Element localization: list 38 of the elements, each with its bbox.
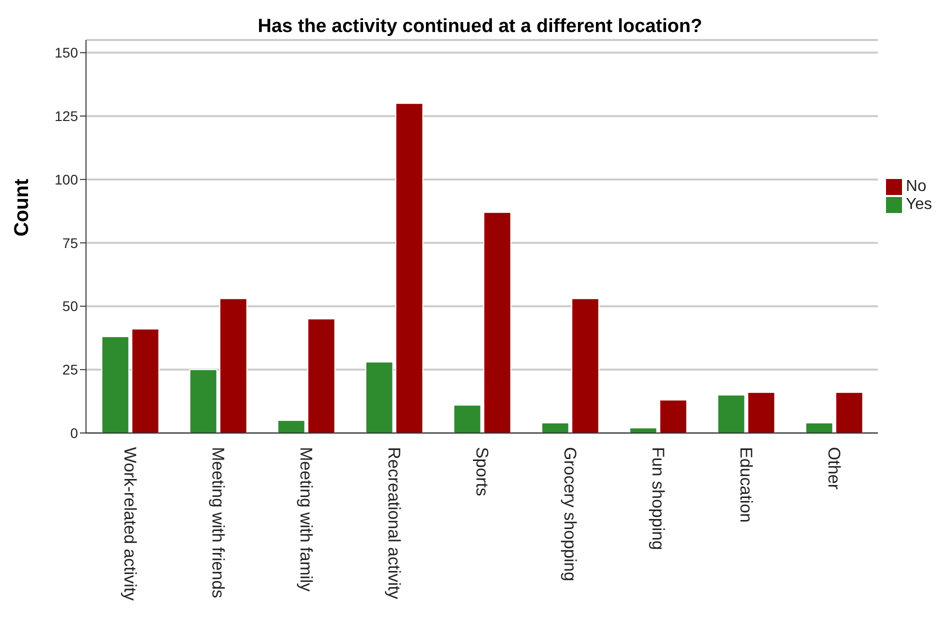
y-tick-label: 125 bbox=[54, 108, 78, 124]
x-tick-label: Work-related activity bbox=[120, 447, 140, 602]
bar bbox=[101, 336, 130, 433]
bar bbox=[277, 420, 306, 433]
chart-title: Has the activity continued at a different location? bbox=[256, 16, 704, 38]
bar bbox=[131, 328, 160, 433]
bar bbox=[659, 400, 688, 433]
legend-label: No bbox=[906, 178, 926, 195]
bar bbox=[189, 369, 218, 433]
bar bbox=[307, 318, 336, 433]
x-tick-label: Recreational activity bbox=[384, 447, 404, 600]
bar bbox=[219, 298, 248, 433]
bar bbox=[365, 362, 394, 433]
bar bbox=[571, 298, 600, 433]
x-tick-label: Meeting with family bbox=[296, 447, 316, 592]
x-tick-label: Fun shopping bbox=[648, 447, 668, 550]
y-tick-label: 25 bbox=[62, 362, 78, 378]
x-tick-label: Education bbox=[736, 447, 756, 523]
bar bbox=[483, 212, 512, 433]
y-tick-label: 75 bbox=[62, 234, 78, 251]
x-tick-label: Meeting with friends bbox=[208, 447, 228, 598]
legend-label: Yes bbox=[906, 196, 932, 213]
bar bbox=[453, 404, 482, 433]
bar bbox=[629, 427, 658, 433]
y-tick-label: 150 bbox=[54, 44, 78, 61]
y-axis-title: Count bbox=[11, 178, 34, 236]
bar bbox=[835, 392, 864, 433]
y-tick-label: 0 bbox=[70, 424, 78, 441]
x-tick-label: Sports bbox=[472, 447, 492, 496]
x-tick-label: Grocery shopping bbox=[560, 447, 580, 582]
x-tick-label: Other bbox=[824, 447, 844, 490]
y-tick-label: 100 bbox=[54, 171, 78, 188]
bar bbox=[717, 394, 746, 433]
bar bbox=[541, 422, 570, 433]
bar bbox=[395, 102, 424, 433]
bar bbox=[805, 422, 834, 433]
bar bbox=[747, 392, 776, 433]
y-tick-label: 50 bbox=[62, 298, 78, 314]
